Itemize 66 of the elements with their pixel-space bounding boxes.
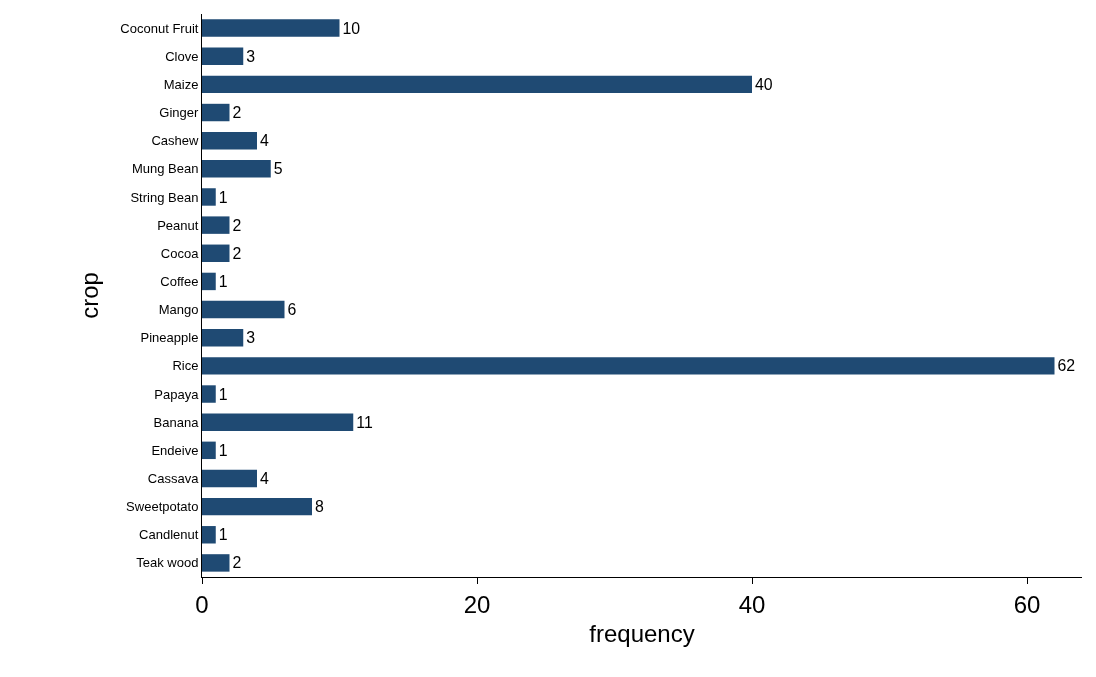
y-tick-label: Cassava [147,471,200,487]
bar [202,188,216,206]
bar [202,497,312,516]
data-label: 1 [218,441,228,459]
bar [202,19,340,37]
data-label: 11 [356,413,373,431]
bar [202,357,1055,375]
bar [202,272,216,291]
x-tick-label: 0 [195,590,209,618]
data-label: 4 [260,470,269,488]
y-tick-label: Banana [153,414,200,430]
y-tick-label: Cashew [151,133,200,149]
data-label: 5 [273,160,283,178]
data-label: 2 [232,244,242,262]
x-tick-label: 60 [1013,590,1041,618]
y-tick-label: String Bean [130,189,199,205]
y-tick-label: Maize [163,76,199,92]
y-tick-label: Mango [158,302,199,318]
bar [202,385,216,403]
x-tick-label: 40 [738,590,766,618]
bar [202,75,752,94]
data-label: 2 [232,104,242,122]
bar [202,216,230,234]
bar [202,160,271,178]
data-label: 8 [315,498,324,516]
y-tick-label: Candlenut [139,527,199,543]
bar [202,244,230,262]
bar [202,554,230,572]
data-label: 1 [218,272,228,290]
bar [202,441,216,460]
data-label: 10 [342,19,361,37]
data-label: 2 [232,554,242,572]
x-axis-title: frequency [589,620,695,648]
y-axis-title: crop [76,272,104,319]
data-label: 1 [218,385,228,403]
data-label: 40 [755,75,773,93]
data-label: 62 [1057,357,1076,375]
y-tick-label: Cocoa [160,245,200,261]
bar [202,131,257,150]
y-tick-label: Rice [172,358,199,374]
y-tick-label: Coconut Fruit [120,20,199,36]
data-label: 4 [260,132,269,150]
bar [202,526,216,544]
y-tick-label: Coffee [160,273,199,289]
data-label: 3 [246,329,256,347]
y-tick-label: Peanut [157,217,199,233]
y-tick-label: Ginger [159,105,200,121]
bar [202,300,285,319]
y-tick-label: Pineapple [140,330,199,346]
y-tick-label: Endeive [151,442,199,458]
bar [202,329,244,347]
y-tick-label: Papaya [154,386,200,402]
bar [202,469,257,488]
data-label: 6 [287,301,297,319]
bar [202,47,244,65]
bar [202,103,230,122]
x-tick-label: 20 [463,590,491,618]
data-label: 3 [246,47,256,65]
data-label: 1 [218,188,228,206]
y-tick-label: Clove [165,48,199,64]
data-label: 2 [232,216,242,234]
y-tick-label: Teak wood [136,555,199,571]
bar [202,413,354,431]
data-label: 1 [218,526,228,544]
y-tick-label: Mung Bean [131,161,199,177]
y-tick-label: Sweetpotato [126,499,199,515]
